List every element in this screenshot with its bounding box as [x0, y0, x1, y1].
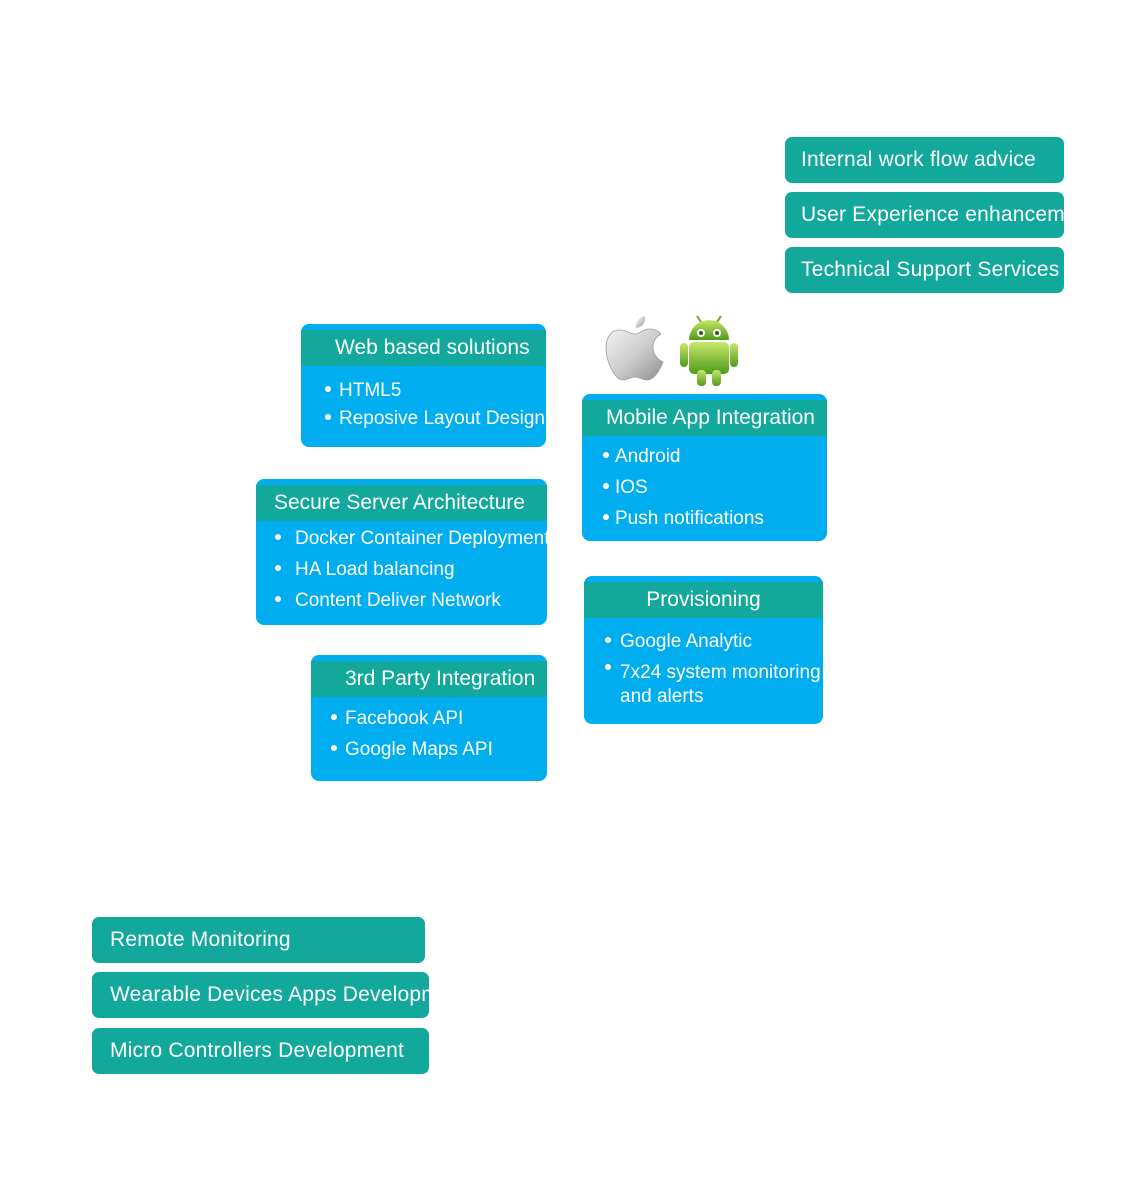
list-item-text: Docker Container Deployment [295, 528, 547, 549]
service-pill-label: Internal work flow advice [801, 148, 1036, 171]
list-item: Docker Container Deployment [275, 527, 547, 551]
bullet-icon [331, 744, 337, 751]
list-item: IOS [603, 476, 648, 500]
card-title-text: 3rd Party Integration [345, 667, 536, 690]
list-item: 7x24 system monitoring [605, 661, 821, 685]
card-title: Web based solutions [301, 330, 546, 366]
service-pill-label: Technical Support Services [801, 258, 1060, 281]
bullet-icon [603, 451, 609, 458]
card-title-text: Web based solutions [335, 336, 530, 359]
card-title: Mobile App Integration [582, 400, 827, 436]
list-item: Push notifications [603, 507, 764, 531]
card-provisioning: Provisioning Google Analytic 7x24 system… [584, 576, 823, 724]
bullet-icon [275, 533, 281, 540]
service-pill-micro-controllers: Micro Controllers Development [92, 1028, 429, 1074]
card-secure-server: Secure Server Architecture Docker Contai… [256, 479, 547, 625]
android-robot-icon [677, 310, 741, 388]
card-title-text: Provisioning [646, 588, 761, 611]
bullet-icon [603, 513, 609, 520]
bullet-icon [331, 713, 337, 720]
bullet-icon [275, 564, 281, 571]
list-item: Facebook API [331, 707, 463, 731]
card-title: 3rd Party Integration [311, 661, 547, 697]
service-pill-wearable: Wearable Devices Apps Development [92, 972, 469, 1018]
list-item-text: Reposive Layout Design [339, 408, 545, 429]
list-item-text: and alerts [620, 686, 704, 707]
list-item: Reposive Layout Design [325, 407, 545, 431]
service-pill-label: Remote Monitoring [110, 928, 291, 951]
service-pill-label: User Experience enhancement [801, 203, 1095, 226]
card-title-text: Secure Server Architecture [274, 491, 525, 514]
list-item-text: Content Deliver Network [295, 590, 501, 611]
card-mobile-app: Mobile App Integration Android IOS Push … [582, 394, 827, 541]
bullet-icon [603, 482, 609, 489]
bullet-icon [325, 385, 331, 392]
apple-logo-icon [604, 312, 666, 384]
list-item-text: Google Maps API [345, 739, 493, 760]
list-item: Android [603, 445, 681, 469]
list-item-text: HA Load balancing [295, 559, 455, 580]
card-title-text: Mobile App Integration [606, 406, 815, 429]
list-item-text: HTML5 [339, 380, 402, 401]
card-title: Provisioning [584, 582, 823, 618]
list-item-text: Push notifications [615, 508, 764, 529]
bullet-icon [275, 595, 281, 602]
service-pill-workflow: Internal work flow advice [785, 137, 1064, 183]
bullet-icon [605, 636, 611, 643]
list-item-continuation: and alerts [620, 685, 703, 709]
service-pill-remote-monitoring: Remote Monitoring [92, 917, 425, 963]
card-third-party: 3rd Party Integration Facebook API Googl… [311, 655, 547, 781]
service-pill-support: Technical Support Services [785, 247, 1064, 293]
service-pill-label: Micro Controllers Development [110, 1039, 405, 1062]
list-item-text: Android [615, 446, 681, 467]
service-pill-label: Wearable Devices Apps Development [110, 983, 469, 1006]
list-item-text: 7x24 system monitoring [620, 662, 821, 683]
bullet-icon [605, 663, 611, 670]
list-item: Google Analytic [605, 630, 752, 654]
bullet-icon [325, 413, 331, 420]
card-web-solutions: Web based solutions HTML5 Reposive Layou… [301, 324, 546, 447]
list-item: Google Maps API [331, 738, 493, 762]
list-item-text: IOS [615, 477, 648, 498]
list-item-text: Facebook API [345, 708, 464, 729]
list-item: Content Deliver Network [275, 589, 501, 613]
card-title: Secure Server Architecture [256, 485, 547, 521]
service-pill-ux: User Experience enhancement [785, 192, 1095, 238]
list-item-text: Google Analytic [620, 631, 753, 652]
list-item: HA Load balancing [275, 558, 455, 582]
list-item: HTML5 [325, 379, 401, 403]
